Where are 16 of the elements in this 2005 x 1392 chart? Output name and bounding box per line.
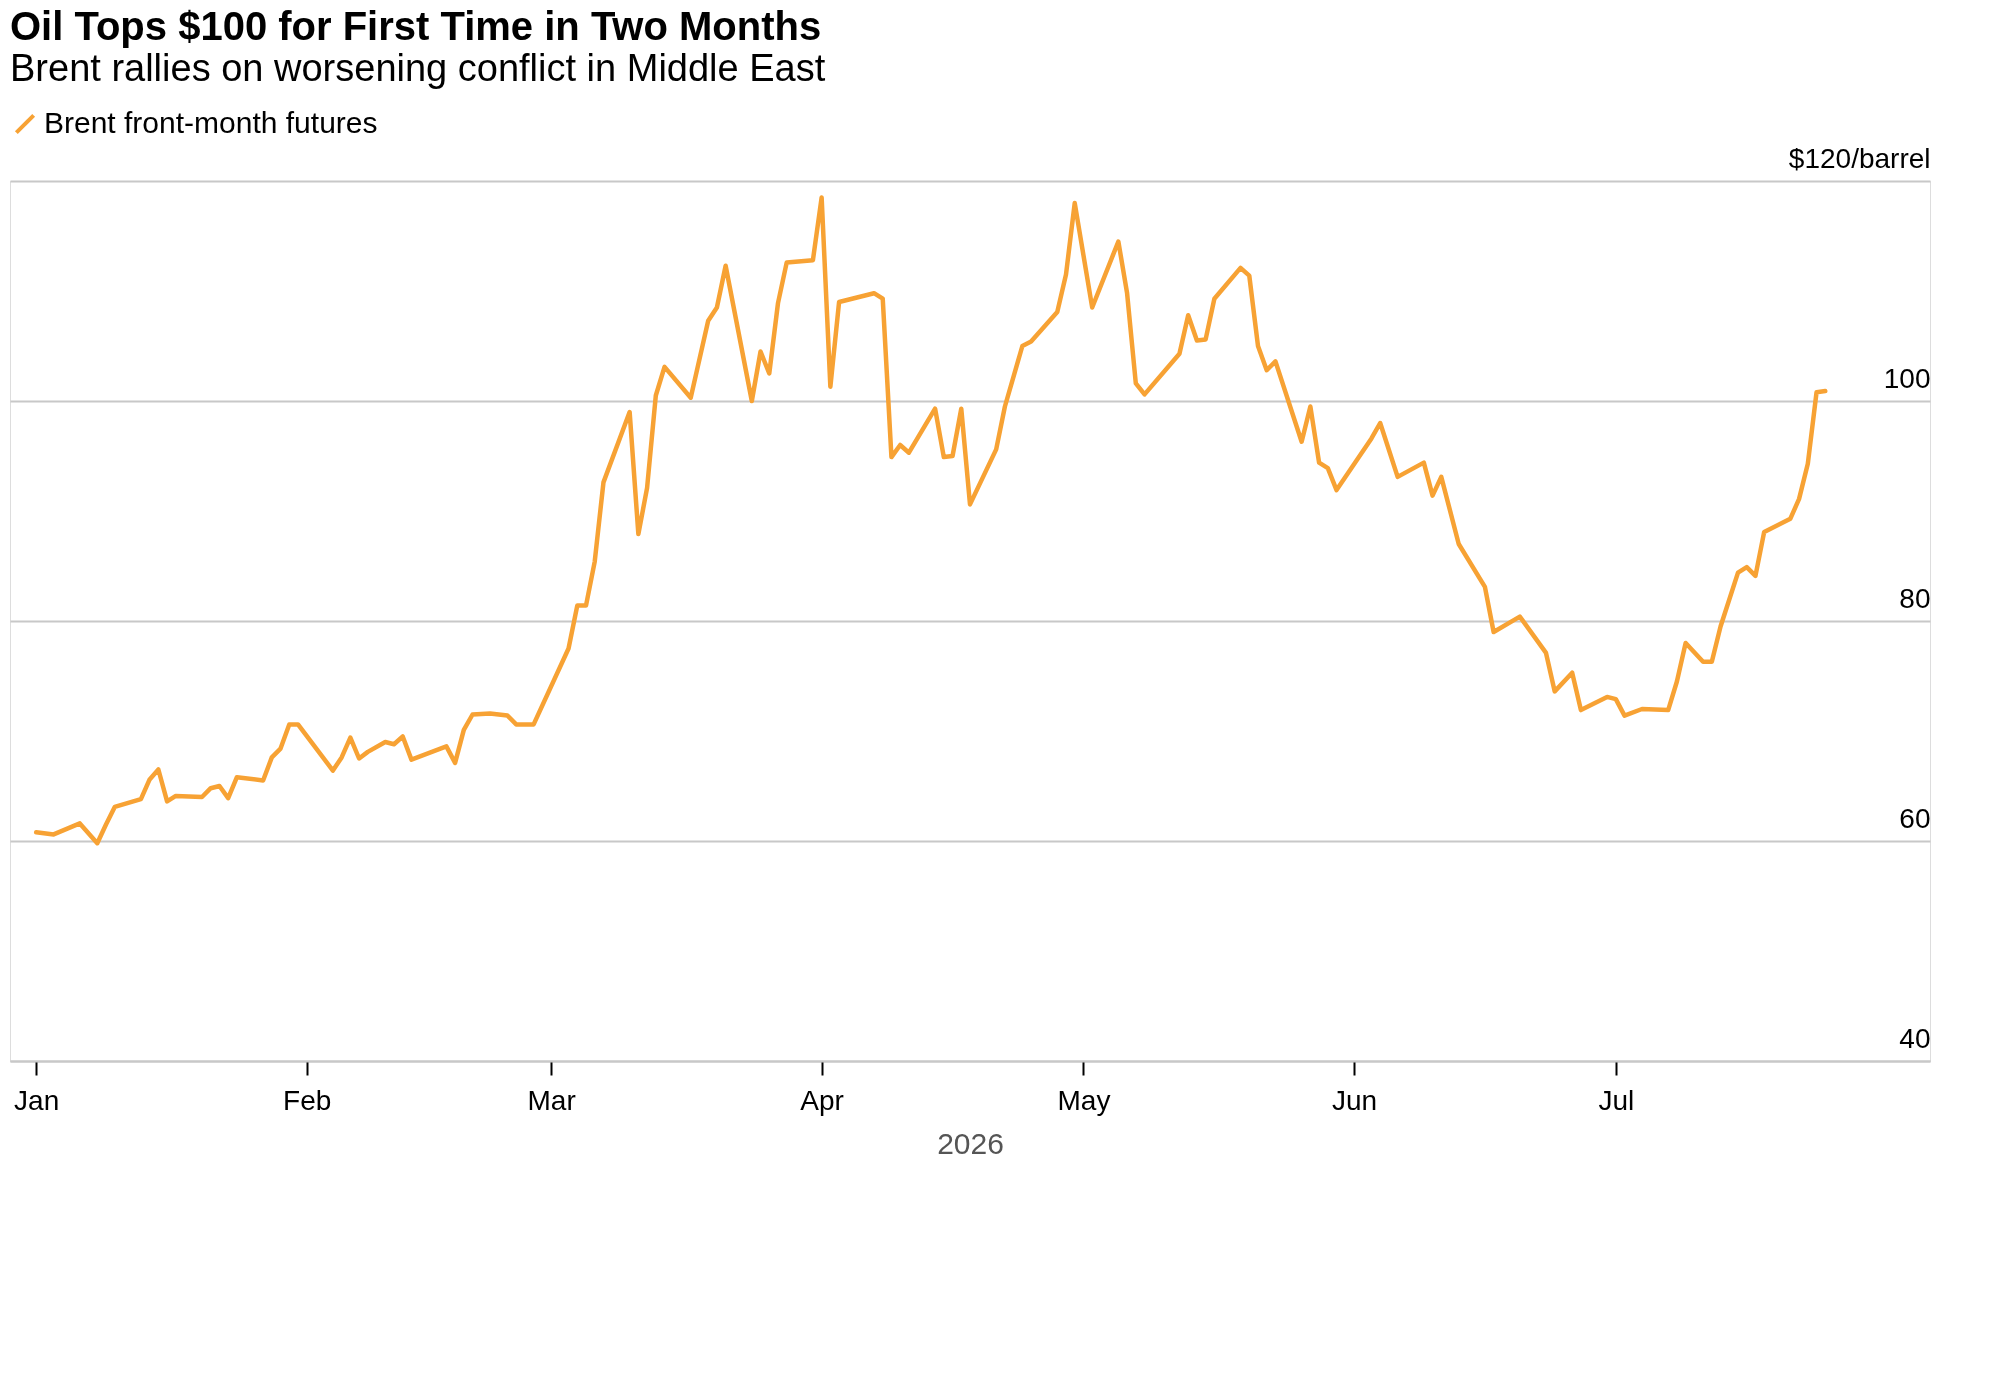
y-tick-label: $120/barrel (1788, 142, 1931, 174)
x-tick-label: May (1057, 1084, 1111, 1116)
legend-label: Brent front-month futures (44, 106, 378, 139)
chart-title: Oil Tops $100 for First Time in Two Months (10, 4, 822, 48)
x-axis-title: 2026 (937, 1126, 1004, 1160)
x-tick-label: Mar (527, 1084, 576, 1116)
x-tick-label: Apr (800, 1084, 844, 1116)
x-tick-label: Jun (1331, 1084, 1378, 1116)
x-tick-label: Feb (283, 1084, 332, 1116)
x-tick-label: Jul (1598, 1084, 1635, 1116)
x-tick-label: Jan (14, 1084, 60, 1116)
y-tick-label: 60 (1899, 802, 1931, 834)
y-tick-label: 40 (1899, 1022, 1931, 1054)
y-tick-label: 80 (1899, 582, 1931, 614)
chart-subtitle: Brent rallies on worsening conflict in Middle East (10, 47, 826, 89)
y-tick-label: 100 (1883, 362, 1931, 394)
